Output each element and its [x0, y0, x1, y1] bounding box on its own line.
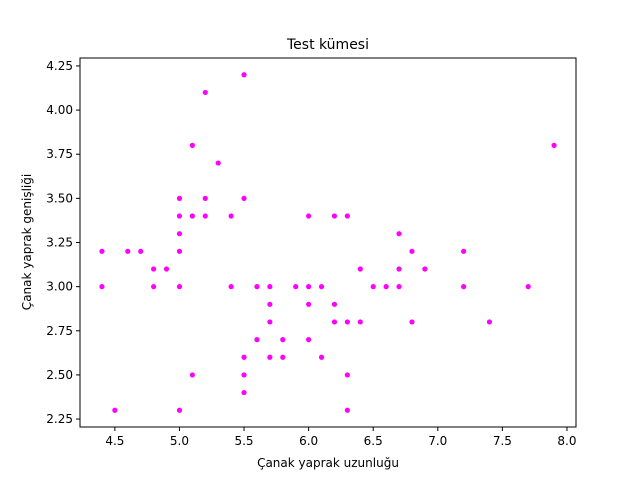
- data-point: [461, 284, 467, 290]
- y-tick-label: 3.50: [46, 191, 73, 205]
- data-point: [344, 319, 350, 325]
- x-tick-label: 7.0: [428, 434, 447, 448]
- y-tick-label: 3.75: [46, 147, 73, 161]
- data-point: [176, 407, 183, 413]
- data-point: [344, 407, 350, 413]
- data-point: [241, 72, 247, 78]
- data-point: [318, 284, 325, 290]
- data-point: [151, 284, 157, 290]
- data-point: [254, 284, 260, 290]
- data-point: [396, 231, 402, 237]
- data-point: [486, 319, 493, 325]
- data-point: [551, 142, 557, 148]
- data-point: [241, 389, 247, 396]
- data-point: [163, 266, 170, 272]
- y-tick-label: 2.25: [46, 412, 73, 426]
- x-tick-label: 4.5: [105, 434, 124, 448]
- data-point: [254, 337, 260, 343]
- data-point: [228, 213, 234, 219]
- data-point: [176, 248, 183, 254]
- data-point: [112, 407, 118, 413]
- data-point: [293, 284, 299, 290]
- data-point: [409, 248, 415, 254]
- data-point: [99, 284, 105, 290]
- data-point: [202, 213, 208, 219]
- data-point: [228, 284, 234, 290]
- y-tick-label: 4.25: [46, 59, 73, 73]
- y-tick-label: 2.75: [46, 324, 73, 338]
- data-point: [176, 284, 183, 290]
- data-point: [370, 284, 376, 290]
- data-point: [189, 372, 195, 378]
- data-point: [344, 372, 350, 378]
- data-point: [176, 231, 183, 237]
- data-point: [461, 248, 467, 254]
- data-point: [318, 354, 325, 360]
- data-point: [189, 213, 195, 219]
- data-point: [151, 266, 157, 272]
- data-point: [280, 337, 286, 343]
- y-tick-label: 3.25: [46, 236, 73, 250]
- x-axis-label: Çanak yaprak uzunluğu: [257, 456, 399, 470]
- x-tick-label: 8.0: [557, 434, 576, 448]
- data-point: [215, 160, 221, 166]
- data-point: [306, 213, 312, 219]
- data-point: [267, 284, 273, 290]
- chart-title: Test kümesi: [286, 37, 369, 53]
- data-point: [267, 354, 273, 360]
- data-point: [280, 354, 286, 360]
- data-point: [525, 284, 531, 290]
- x-tick-label: 6.0: [299, 434, 318, 448]
- data-point: [267, 319, 273, 325]
- data-point: [306, 301, 312, 307]
- data-point: [176, 213, 183, 219]
- data-point: [422, 266, 428, 272]
- data-point: [396, 284, 402, 290]
- y-tick-label: 4.00: [46, 103, 73, 117]
- x-axis: 4.5 5.0 5.5 6.0 6.5 7.0 7.5 8.0: [105, 427, 577, 448]
- points-layer: [99, 72, 557, 413]
- data-point: [331, 213, 338, 219]
- data-point: [202, 89, 208, 96]
- data-point: [331, 301, 338, 307]
- data-point: [344, 213, 350, 219]
- data-point: [241, 372, 247, 378]
- data-point: [267, 301, 273, 307]
- data-point: [125, 248, 131, 254]
- y-axis-label: Çanak yaprak genişliği: [20, 174, 34, 310]
- data-point: [383, 284, 389, 290]
- data-point: [138, 248, 144, 254]
- data-point: [241, 354, 247, 360]
- data-point: [241, 195, 247, 201]
- x-tick-label: 6.5: [364, 434, 383, 448]
- data-point: [357, 319, 363, 325]
- data-point: [396, 266, 402, 272]
- data-point: [306, 337, 312, 343]
- y-axis: 2.25 2.50 2.75 3.00 3.25 3.50 3.75 4.00 4.25: [46, 59, 80, 426]
- y-tick-label: 2.50: [46, 368, 73, 382]
- x-tick-label: 5.5: [234, 434, 253, 448]
- data-point: [306, 284, 312, 290]
- x-tick-label: 5.0: [170, 434, 189, 448]
- y-tick-label: 3.00: [46, 280, 73, 294]
- data-point: [409, 319, 415, 325]
- x-tick-label: 7.5: [493, 434, 512, 448]
- data-point: [331, 319, 338, 325]
- data-point: [99, 248, 105, 254]
- data-point: [202, 195, 208, 201]
- data-point: [176, 195, 183, 201]
- data-point: [357, 266, 363, 272]
- data-point: [189, 142, 195, 148]
